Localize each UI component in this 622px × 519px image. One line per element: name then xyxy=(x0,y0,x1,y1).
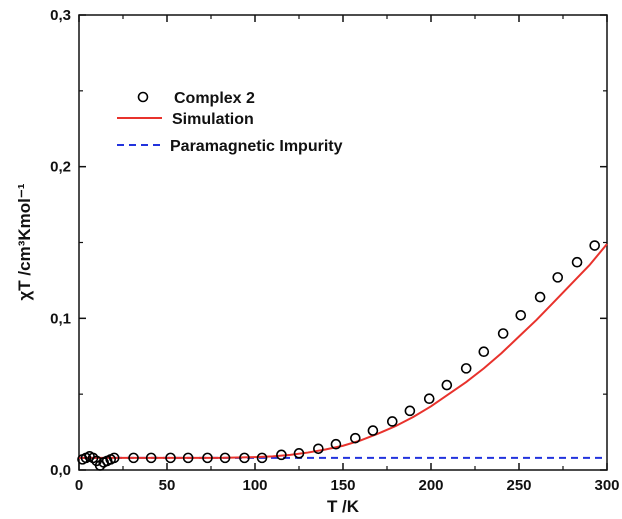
y-tick-label: 0,3 xyxy=(50,7,71,24)
data-point xyxy=(165,452,176,464)
data-point xyxy=(330,438,342,450)
x-tick-label: 0 xyxy=(75,477,83,494)
data-point xyxy=(239,452,250,464)
data-point xyxy=(128,452,139,464)
legend: Complex 2 Simulation Paramagnetic Impuri… xyxy=(117,90,343,155)
data-point xyxy=(182,452,194,464)
data-point xyxy=(441,379,453,391)
legend-label-simulation: Simulation xyxy=(172,111,254,128)
data-point xyxy=(313,443,324,455)
y-tick-label: 0,2 xyxy=(50,159,71,176)
data-point xyxy=(145,452,157,464)
x-tick-label: 100 xyxy=(242,477,267,494)
data-point xyxy=(386,416,398,427)
axis-ticks: 0 50 100 150 200 250 300 0,0 0,1 0,2 0,3 xyxy=(50,7,619,494)
y-tick-label: 0,1 xyxy=(50,310,71,327)
simulation-line xyxy=(79,243,608,459)
data-point xyxy=(404,405,416,417)
data-point xyxy=(478,346,490,358)
plot-frame xyxy=(78,14,608,471)
data-point xyxy=(276,449,287,461)
data-point xyxy=(367,425,379,436)
data-point xyxy=(460,363,472,374)
data-point xyxy=(108,452,120,464)
legend-label-complex2: Complex 2 xyxy=(174,90,255,107)
data-point xyxy=(350,432,361,444)
x-tick-label: 250 xyxy=(506,477,531,494)
data-point xyxy=(534,291,546,303)
x-axis-title: T /K xyxy=(327,497,360,516)
y-axis-title: χT /cm³Kmol⁻¹ xyxy=(15,183,34,300)
y-tick-label: 0,0 xyxy=(50,462,71,479)
data-point xyxy=(202,452,213,464)
x-tick-label: 150 xyxy=(330,477,355,494)
data-point xyxy=(515,309,527,321)
data-point xyxy=(293,448,305,459)
data-point xyxy=(497,328,509,339)
data-points xyxy=(77,240,600,471)
legend-marker-complex2 xyxy=(137,91,149,103)
x-tick-label: 50 xyxy=(159,477,176,494)
legend-label-impurity: Paramagnetic Impurity xyxy=(170,138,343,155)
data-point xyxy=(219,452,231,464)
data-point xyxy=(256,452,268,464)
x-tick-label: 300 xyxy=(594,477,619,494)
data-point xyxy=(552,272,564,283)
data-point xyxy=(423,393,435,405)
data-point xyxy=(571,256,583,268)
x-tick-label: 200 xyxy=(418,477,443,494)
data-point xyxy=(589,240,600,251)
series-lines xyxy=(79,243,608,459)
